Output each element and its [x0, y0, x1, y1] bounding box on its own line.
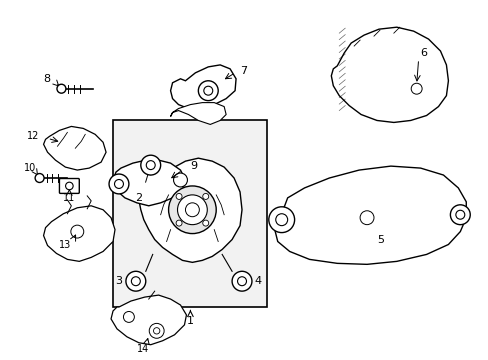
- Circle shape: [71, 225, 83, 238]
- Polygon shape: [274, 166, 466, 264]
- Circle shape: [237, 277, 246, 286]
- Circle shape: [203, 220, 208, 226]
- Circle shape: [114, 180, 123, 188]
- Circle shape: [268, 207, 294, 233]
- Polygon shape: [170, 65, 236, 109]
- Circle shape: [153, 328, 160, 334]
- Circle shape: [173, 173, 187, 187]
- Text: 9: 9: [190, 161, 197, 171]
- Text: 6: 6: [420, 48, 427, 58]
- Circle shape: [109, 174, 129, 194]
- Circle shape: [198, 81, 218, 100]
- Text: 2: 2: [135, 193, 142, 203]
- Text: 5: 5: [377, 234, 384, 244]
- Circle shape: [65, 182, 73, 190]
- Circle shape: [410, 83, 421, 94]
- Text: 13: 13: [59, 240, 71, 251]
- Circle shape: [455, 210, 464, 219]
- Text: 14: 14: [136, 344, 149, 354]
- Circle shape: [149, 323, 164, 338]
- Text: 11: 11: [63, 193, 75, 203]
- Circle shape: [146, 161, 155, 170]
- Text: 10: 10: [23, 163, 36, 173]
- Circle shape: [203, 86, 212, 95]
- Text: 1: 1: [186, 316, 194, 326]
- Circle shape: [177, 195, 207, 225]
- Circle shape: [168, 186, 216, 234]
- Circle shape: [131, 277, 140, 286]
- Circle shape: [359, 211, 373, 225]
- Polygon shape: [113, 160, 185, 206]
- Circle shape: [123, 311, 134, 323]
- Circle shape: [176, 220, 182, 226]
- Polygon shape: [111, 295, 186, 345]
- Text: 7: 7: [240, 66, 246, 76]
- Circle shape: [275, 214, 287, 226]
- Circle shape: [57, 84, 66, 93]
- Circle shape: [176, 193, 182, 199]
- Text: 8: 8: [43, 74, 50, 84]
- Circle shape: [35, 174, 44, 183]
- Circle shape: [185, 203, 199, 217]
- Polygon shape: [170, 103, 225, 125]
- Circle shape: [126, 271, 145, 291]
- Polygon shape: [43, 126, 106, 170]
- Polygon shape: [331, 27, 447, 122]
- Text: 4: 4: [254, 276, 261, 286]
- Circle shape: [449, 205, 469, 225]
- Circle shape: [232, 271, 251, 291]
- Text: 3: 3: [115, 276, 122, 286]
- Circle shape: [203, 193, 208, 199]
- Polygon shape: [43, 206, 115, 261]
- FancyBboxPatch shape: [60, 179, 79, 193]
- Polygon shape: [139, 158, 242, 262]
- Bar: [113, 121, 266, 307]
- Circle shape: [141, 155, 161, 175]
- Text: 12: 12: [27, 131, 40, 141]
